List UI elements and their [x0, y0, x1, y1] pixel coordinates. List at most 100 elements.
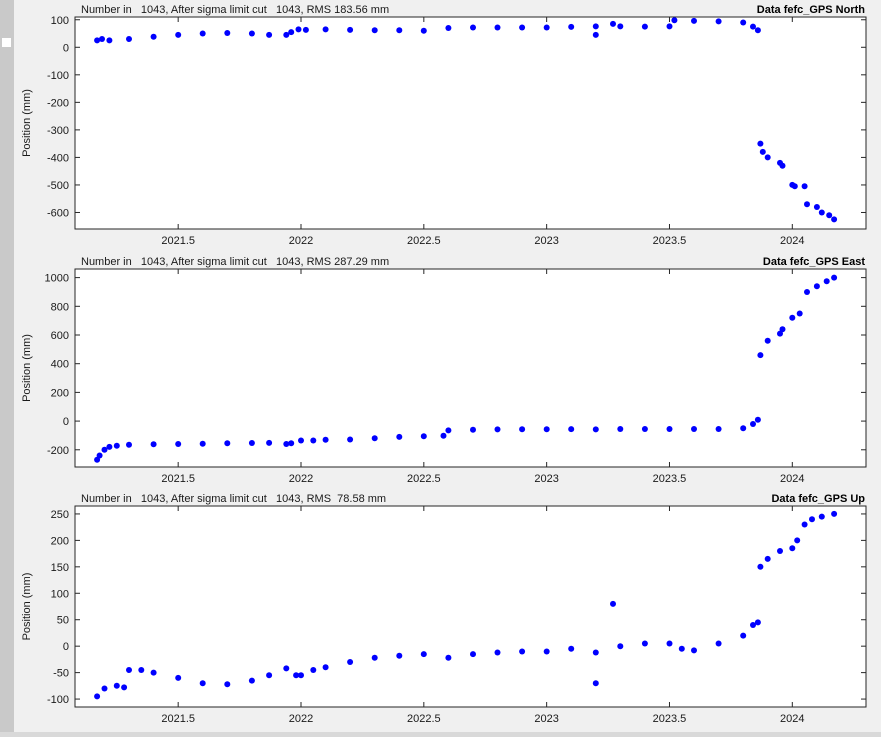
data-point	[796, 310, 803, 317]
data-point	[568, 645, 575, 652]
chart-header: Number in 1043, After sigma limit cut 10…	[81, 4, 389, 16]
y-tick-label: 600	[51, 330, 69, 342]
data-point	[150, 669, 157, 676]
y-tick-label: 250	[51, 509, 69, 521]
data-point	[809, 516, 815, 523]
data-point	[347, 436, 354, 443]
y-axis-ticks: 100 0 -100 -200 -300 -400 -500 -600	[47, 15, 866, 219]
x-tick-label: 2024	[780, 713, 804, 725]
x-tick-label: 2022	[289, 713, 313, 725]
x-tick-label: 2024	[780, 235, 804, 247]
data-point	[293, 672, 300, 679]
data-point	[288, 440, 295, 447]
data-point	[610, 600, 616, 607]
y-tick-label: 800	[51, 301, 69, 313]
data-point	[519, 648, 526, 655]
data-point	[175, 674, 182, 681]
y-tick-label: 100	[51, 588, 69, 600]
chart-title: Data fefc_GPS North	[757, 4, 865, 16]
data-point	[818, 513, 825, 520]
data-point	[224, 681, 231, 688]
data-point	[126, 667, 132, 673]
x-tick-label: 2022	[289, 235, 313, 247]
data-point	[715, 18, 722, 25]
y-axis-label: Position (mm)	[21, 334, 33, 402]
x-axis-ticks: 2021.5 2022 2022.5 2023 2023.5 2024	[161, 17, 805, 247]
data-point	[99, 36, 105, 42]
data-point	[494, 24, 501, 31]
data-point	[804, 289, 810, 295]
data-point	[371, 654, 378, 661]
data-point	[543, 24, 550, 31]
data-point	[754, 416, 761, 423]
data-point	[420, 433, 427, 440]
data-point	[592, 680, 599, 687]
x-tick-label: 2024	[780, 473, 804, 485]
y-axis-label: Position (mm)	[21, 89, 33, 157]
data-point	[94, 37, 101, 44]
y-tick-label: 100	[51, 15, 69, 27]
data-point	[754, 27, 761, 34]
y-tick-label: 0	[63, 42, 69, 54]
chart-title: Data fefc_GPS Up	[771, 493, 865, 505]
data-point	[96, 452, 103, 459]
data-point	[691, 17, 697, 24]
y-tick-label: -500	[47, 180, 69, 192]
scatter-series	[94, 274, 838, 463]
data-point	[470, 426, 476, 433]
data-point	[740, 632, 747, 639]
y-tick-label: -50	[53, 668, 69, 680]
data-point	[396, 652, 403, 659]
data-point	[224, 30, 231, 36]
data-point	[199, 440, 206, 447]
y-tick-label: 0	[63, 641, 69, 653]
data-point	[592, 426, 599, 433]
y-tick-label: 150	[51, 562, 69, 574]
data-point	[641, 640, 648, 647]
data-point	[543, 426, 550, 433]
x-tick-label: 2022.5	[407, 713, 441, 725]
data-point	[113, 682, 120, 689]
x-tick-label: 2023.5	[653, 235, 687, 247]
data-point	[592, 23, 599, 30]
data-point	[764, 555, 771, 562]
y-axis-ticks: 250 200 150 100 50 0 -50 -100	[47, 509, 866, 706]
data-point	[445, 25, 452, 31]
y-tick-label: 0	[63, 416, 69, 428]
data-point	[113, 442, 120, 449]
data-point	[759, 148, 766, 155]
data-point	[671, 17, 678, 24]
plot-area	[74, 268, 867, 468]
data-point	[715, 426, 722, 432]
data-point	[519, 24, 526, 31]
data-point	[691, 426, 697, 432]
x-tick-label: 2023	[534, 235, 558, 247]
data-point	[750, 421, 756, 427]
y-tick-label: -300	[47, 125, 69, 137]
data-point	[750, 23, 756, 30]
data-point	[789, 314, 796, 321]
data-point	[248, 30, 255, 37]
data-point	[813, 204, 820, 210]
data-point	[420, 651, 427, 658]
data-point	[764, 154, 771, 161]
window-edge-marker	[2, 38, 11, 47]
data-point	[101, 446, 108, 453]
data-point	[445, 427, 452, 434]
plot-area	[74, 505, 867, 708]
chart-panel-north: Number in 1043, After sigma limit cut 10…	[21, 4, 867, 247]
data-point	[199, 680, 206, 687]
data-point	[470, 24, 476, 31]
data-point	[826, 212, 833, 219]
data-point	[396, 433, 403, 440]
data-point	[715, 640, 722, 647]
data-point	[302, 26, 309, 33]
data-point	[470, 651, 476, 658]
x-tick-label: 2023	[534, 473, 558, 485]
data-point	[224, 440, 231, 447]
data-point	[322, 26, 329, 33]
data-point	[445, 654, 452, 661]
y-axis-label: Position (mm)	[21, 573, 33, 641]
y-tick-label: -200	[47, 445, 69, 457]
data-point	[310, 667, 317, 673]
